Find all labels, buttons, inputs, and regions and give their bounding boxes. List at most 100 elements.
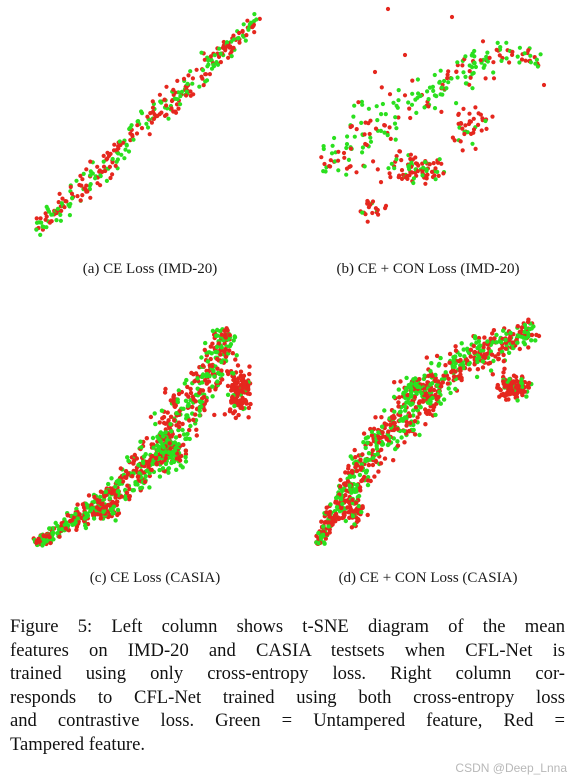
tampered-point <box>193 412 198 417</box>
tampered-point <box>85 189 90 194</box>
tampered-point <box>415 161 420 166</box>
tampered-point <box>187 418 192 423</box>
untampered-point <box>385 133 390 138</box>
tampered-point <box>396 400 401 405</box>
tampered-point <box>233 357 238 362</box>
tampered-point <box>348 507 353 512</box>
untampered-point <box>522 51 527 56</box>
untampered-point <box>429 361 434 366</box>
tampered-point <box>238 369 244 374</box>
untampered-point <box>88 182 93 187</box>
untampered-point <box>360 210 365 215</box>
tampered-point <box>373 206 378 211</box>
untampered-point <box>354 482 360 488</box>
tampered-point <box>434 353 440 359</box>
tampered-point <box>494 47 499 53</box>
tampered-point <box>376 212 381 217</box>
untampered-point <box>180 427 185 433</box>
untampered-point <box>360 145 365 150</box>
untampered-point <box>343 518 348 524</box>
tampered-point <box>353 509 358 514</box>
tampered-point <box>190 76 195 81</box>
untampered-point <box>516 333 522 339</box>
tampered-point <box>237 388 243 394</box>
tampered-point <box>445 72 450 77</box>
tampered-point <box>511 373 517 378</box>
tampered-point <box>98 516 104 521</box>
untampered-point <box>45 538 50 543</box>
tampered-point <box>354 170 359 175</box>
tampered-point <box>235 363 241 368</box>
untampered-point <box>501 328 506 333</box>
tampered-point <box>100 169 105 174</box>
untampered-point <box>243 38 248 43</box>
tampered-point <box>397 395 402 400</box>
untampered-point <box>382 130 387 135</box>
untampered-point <box>231 338 236 343</box>
untampered-point <box>359 120 364 125</box>
untampered-point <box>455 75 460 80</box>
tampered-point <box>415 415 420 420</box>
untampered-point <box>360 102 365 107</box>
untampered-point <box>404 375 409 381</box>
tampered-point <box>220 377 225 382</box>
untampered-point <box>415 77 420 82</box>
tampered-point <box>101 164 107 169</box>
untampered-point <box>254 17 259 22</box>
untampered-point <box>197 413 202 418</box>
tampered-point <box>446 376 451 381</box>
untampered-point <box>321 524 326 529</box>
untampered-point <box>82 516 87 521</box>
tampered-point <box>391 413 396 419</box>
untampered-point <box>139 445 144 450</box>
tampered-point <box>130 474 135 479</box>
tampered-point <box>233 381 238 386</box>
untampered-point <box>422 373 427 378</box>
tampered-point <box>386 429 391 434</box>
untampered-point <box>440 92 445 97</box>
tampered-point <box>526 48 531 53</box>
untampered-point <box>316 541 321 546</box>
untampered-point <box>247 25 252 30</box>
tampered-point <box>519 390 524 395</box>
untampered-point <box>523 325 528 331</box>
tampered-point <box>396 175 401 180</box>
tampered-point <box>236 412 241 418</box>
untampered-point <box>477 343 483 348</box>
untampered-point <box>422 105 427 110</box>
untampered-point <box>350 513 356 519</box>
tampered-point <box>356 100 361 105</box>
untampered-point <box>398 409 403 414</box>
untampered-point <box>332 135 337 141</box>
tampered-point <box>475 367 481 372</box>
untampered-point <box>330 143 335 148</box>
tampered-point <box>395 426 400 432</box>
tampered-point <box>473 105 478 110</box>
tampered-point <box>378 461 384 466</box>
tampered-point <box>407 413 413 419</box>
tampered-point <box>171 87 176 92</box>
untampered-point <box>463 74 468 79</box>
untampered-point <box>386 166 391 171</box>
untampered-point <box>145 125 151 130</box>
untampered-point <box>490 340 495 345</box>
tampered-point <box>113 163 118 168</box>
untampered-point <box>455 60 460 65</box>
tampered-point <box>126 494 132 499</box>
untampered-point <box>515 340 520 345</box>
tampered-point <box>41 533 46 538</box>
tampered-point <box>343 470 348 475</box>
tampered-point <box>75 502 80 507</box>
untampered-point <box>215 379 220 384</box>
untampered-point <box>211 62 216 67</box>
untampered-point <box>348 487 353 492</box>
untampered-point <box>439 85 444 90</box>
tampered-point <box>88 159 93 164</box>
tampered-point <box>62 205 67 210</box>
tampered-point <box>172 418 177 423</box>
tampered-point <box>342 155 347 160</box>
untampered-point <box>340 488 345 494</box>
tampered-point <box>423 181 428 186</box>
tampered-point <box>363 120 368 125</box>
tampered-point <box>168 433 173 439</box>
